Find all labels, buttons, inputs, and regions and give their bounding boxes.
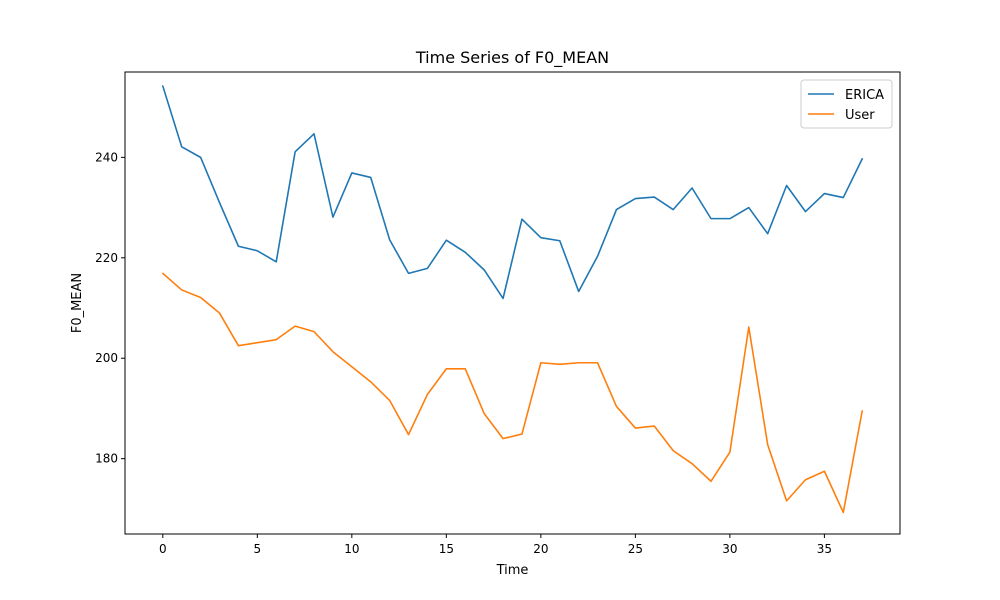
axis-ticks: 0 5 10 15 20 25 30 35 180 200 220 240 <box>95 150 832 556</box>
plot-area <box>162 85 864 514</box>
legend-label-erica: ERICA <box>845 88 884 103</box>
chart-title: Time Series of F0_MEAN <box>415 48 609 68</box>
axes-frame <box>124 71 901 535</box>
x-tick-label: 30 <box>722 542 737 556</box>
x-tick-label: 20 <box>533 542 548 556</box>
legend-box <box>800 79 893 129</box>
x-tick-label: 10 <box>344 542 359 556</box>
x-tick-label: 0 <box>159 542 167 556</box>
x-tick-label: 25 <box>628 542 643 556</box>
y-axis-label: F0_MEAN <box>70 273 85 333</box>
series-line-user <box>162 272 864 514</box>
series-line-erica <box>162 85 864 300</box>
x-tick-label: 5 <box>253 542 261 556</box>
legend: ERICA User <box>800 79 893 129</box>
x-tick-label: 15 <box>439 542 454 556</box>
x-axis-label: Time <box>496 563 529 578</box>
y-tick-label: 200 <box>95 351 118 365</box>
x-tick-label: 35 <box>817 542 832 556</box>
y-tick-label: 180 <box>95 452 118 466</box>
y-tick-label: 220 <box>95 251 118 265</box>
y-tick-label: 240 <box>95 150 118 164</box>
legend-label-user: User <box>845 108 875 123</box>
